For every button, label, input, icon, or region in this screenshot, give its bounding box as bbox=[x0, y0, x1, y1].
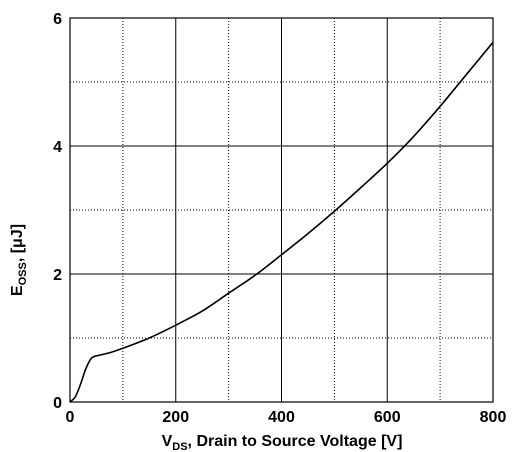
x-tick-labels: 0 200 400 600 800 bbox=[66, 409, 507, 426]
y-tick-label: 6 bbox=[53, 11, 62, 28]
x-tick-label: 800 bbox=[480, 409, 507, 426]
y-axis-label: EOSS, [μJ] bbox=[9, 224, 29, 296]
x-axis-label: VDS, Drain to Source Voltage [V] bbox=[162, 433, 403, 452]
y-tick-label: 4 bbox=[53, 139, 62, 156]
series-line-eoss bbox=[69, 41, 494, 403]
x-tick-label: 400 bbox=[268, 409, 295, 426]
x-tick-label: 0 bbox=[66, 409, 75, 426]
x-tick-label: 200 bbox=[162, 409, 189, 426]
plot-frame bbox=[69, 17, 494, 403]
y-tick-label: 0 bbox=[53, 395, 62, 412]
y-tick-label: 2 bbox=[53, 267, 62, 284]
y-tick-labels: 0 2 4 6 bbox=[53, 11, 62, 412]
x-tick-label: 600 bbox=[374, 409, 401, 426]
